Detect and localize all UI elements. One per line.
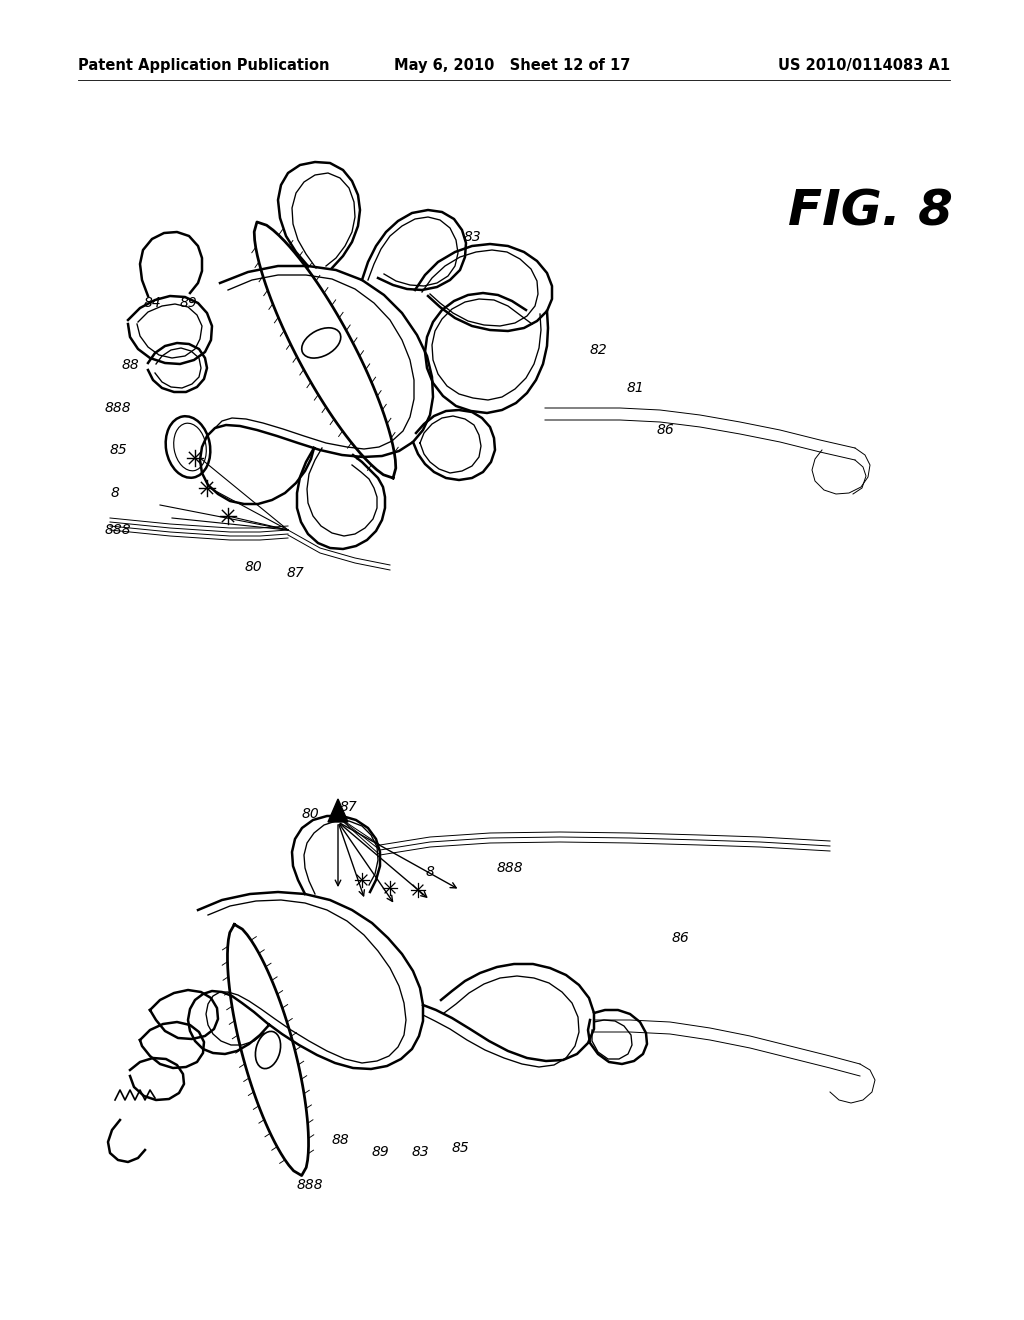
Text: 88: 88	[331, 1133, 349, 1147]
Text: 8: 8	[426, 865, 434, 879]
Text: 89: 89	[371, 1144, 389, 1159]
Text: 8: 8	[111, 486, 120, 500]
Text: 86: 86	[656, 422, 674, 437]
Text: 83: 83	[411, 1144, 429, 1159]
Text: 888: 888	[297, 1177, 324, 1192]
Text: 89: 89	[179, 296, 197, 310]
Text: 86: 86	[671, 931, 689, 945]
Polygon shape	[328, 799, 348, 822]
Text: US 2010/0114083 A1: US 2010/0114083 A1	[778, 58, 950, 73]
Text: 80: 80	[301, 807, 318, 821]
Text: 82: 82	[589, 343, 607, 356]
Text: 81: 81	[626, 381, 644, 395]
Text: 87: 87	[339, 800, 357, 814]
Text: 888: 888	[104, 523, 131, 537]
Text: FIG. 8: FIG. 8	[787, 187, 952, 236]
Text: 85: 85	[452, 1140, 469, 1155]
Text: 83: 83	[463, 230, 481, 244]
Text: 88: 88	[121, 358, 139, 372]
Text: 888: 888	[497, 861, 523, 875]
Text: Patent Application Publication: Patent Application Publication	[78, 58, 330, 73]
Text: May 6, 2010   Sheet 12 of 17: May 6, 2010 Sheet 12 of 17	[394, 58, 630, 73]
Text: 87: 87	[286, 566, 304, 579]
Text: 85: 85	[110, 444, 127, 457]
Text: 84: 84	[143, 296, 161, 310]
Text: 888: 888	[104, 401, 131, 414]
Text: 80: 80	[244, 560, 262, 574]
